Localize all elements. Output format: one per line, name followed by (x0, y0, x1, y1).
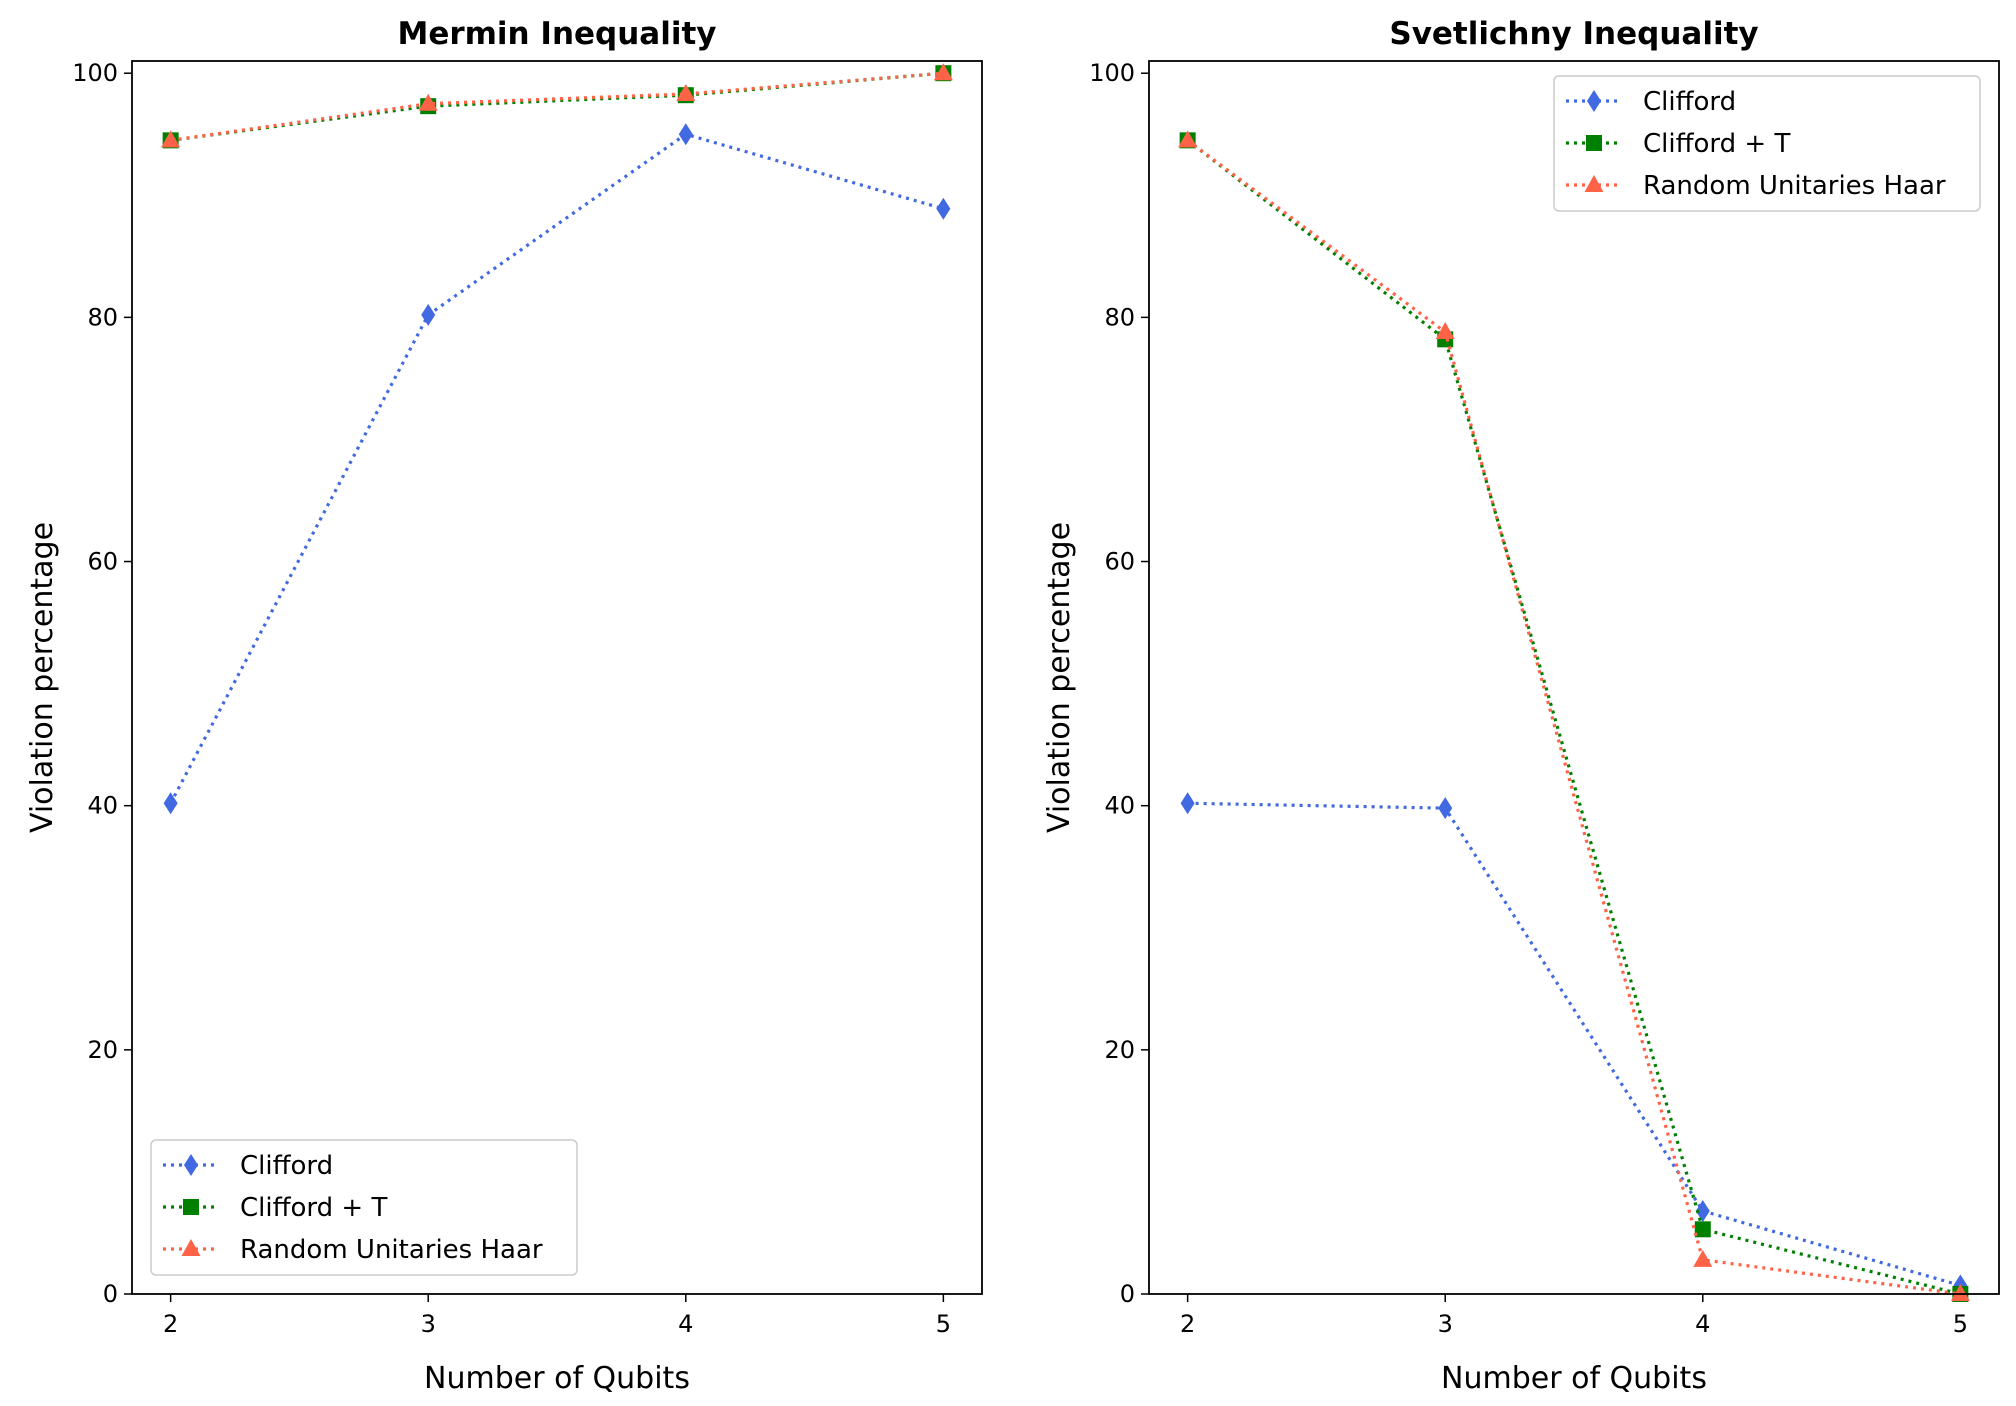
legend-entry: Random Unitaries Haar (1643, 171, 1946, 201)
y-tick-label: 60 (87, 548, 118, 576)
data-point (1694, 1221, 1711, 1238)
legend-entry: Clifford + T (1643, 129, 1790, 159)
data-point (1950, 1284, 1970, 1301)
legend-entry: Random Unitaries Haar (240, 1235, 543, 1265)
legend-entry: Clifford (1643, 87, 1736, 117)
x-tick-label: 3 (421, 1310, 436, 1338)
data-point (678, 123, 693, 146)
y-axis-label: Violation percentage (25, 522, 60, 833)
legend-marker (183, 1199, 199, 1215)
legend: Clifford Clifford + T Random Unitaries Haa… (1553, 75, 1981, 212)
data-point (1695, 1199, 1710, 1222)
x-tick-label: 4 (678, 1310, 693, 1338)
x-axis-label: Number of Qubits (424, 1361, 690, 1396)
plot-frame (1148, 60, 2000, 1295)
data-point (676, 83, 696, 101)
legend-marker (184, 1154, 198, 1176)
x-tick-label: 4 (1695, 1310, 1710, 1338)
x-axis-label: Number of Qubits (1441, 1361, 1707, 1396)
chart-title: Svetlichny Inequality (1389, 16, 1758, 52)
data-point (1180, 792, 1195, 815)
legend-marker (1586, 135, 1602, 151)
data-point (1435, 322, 1455, 340)
legend: Clifford Clifford + T Random Unitaries Haa… (150, 1139, 578, 1276)
y-tick-label: 100 (1089, 59, 1135, 87)
data-point (933, 63, 953, 81)
series-line (1186, 139, 1961, 1296)
x-tick-label: 5 (936, 1310, 951, 1338)
series-line (1187, 801, 1961, 1287)
y-axis-label: Violation percentage (1042, 522, 1077, 833)
y-tick-label: 40 (87, 792, 118, 820)
y-tick-label: 60 (1104, 548, 1135, 576)
legend-entry: Clifford + T (240, 1193, 387, 1223)
mermin-chart: Mermin Inequality 0 20 40 60 80 100 2 3 4 5 Number … (25, 16, 983, 1396)
y-tick-label: 80 (87, 303, 118, 331)
legend-entry: Clifford (240, 1151, 333, 1181)
svetlichny-chart: Svetlichny Inequality 0 20 40 60 80 100 2 3 4 5 Num… (1042, 16, 2000, 1396)
series-line (1186, 139, 1961, 1296)
legend-marker (181, 1239, 201, 1256)
legend-box (1553, 75, 1981, 212)
data-point (1693, 1249, 1713, 1267)
y-tick-label: 20 (1104, 1036, 1135, 1064)
x-tick-label: 2 (163, 1310, 178, 1338)
legend-marker (1584, 175, 1604, 192)
series-line (169, 132, 944, 804)
legend-box (150, 1139, 578, 1276)
data-point (163, 792, 178, 815)
data-point (1178, 130, 1198, 148)
y-tick-label: 100 (72, 59, 118, 87)
data-point (161, 130, 181, 148)
y-tick-label: 0 (103, 1280, 118, 1308)
y-tick-label: 20 (87, 1036, 118, 1064)
x-tick-label: 2 (1180, 1310, 1195, 1338)
data-point (421, 303, 436, 326)
data-point (936, 197, 951, 220)
plot-frame (131, 60, 983, 1295)
data-point (418, 93, 438, 111)
y-tick-label: 40 (1104, 792, 1135, 820)
y-tick-label: 80 (1104, 303, 1135, 331)
data-point (1438, 797, 1453, 820)
y-tick-label: 0 (1120, 1280, 1135, 1308)
x-tick-label: 5 (1953, 1310, 1968, 1338)
x-tick-label: 3 (1438, 1310, 1453, 1338)
chart-title: Mermin Inequality (397, 16, 716, 52)
legend-marker (1587, 90, 1601, 112)
series-line (170, 71, 944, 142)
